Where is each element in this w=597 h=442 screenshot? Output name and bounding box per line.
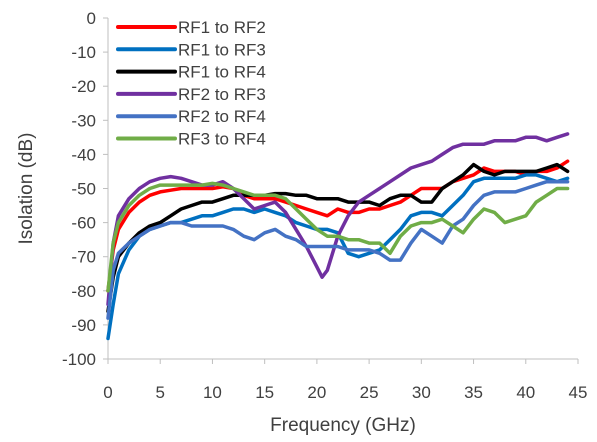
legend-label: RF1 to RF3: [178, 40, 266, 59]
y-tick-label: -90: [71, 316, 96, 335]
legend-label: RF2 to RF3: [178, 85, 266, 104]
y-tick-label: -30: [71, 111, 96, 130]
x-tick-label: 0: [103, 383, 112, 402]
x-tick-label: 30: [412, 383, 431, 402]
x-axis-title: Frequency (GHz): [270, 415, 416, 436]
x-tick-label: 25: [360, 383, 379, 402]
x-tick-label: 45: [569, 383, 588, 402]
x-tick-label: 10: [203, 383, 222, 402]
x-tick-label: 40: [516, 383, 535, 402]
series-line-rf2-to-rf3: [106, 132, 570, 307]
y-tick-label: -20: [71, 77, 96, 96]
x-tick-label: 35: [464, 383, 483, 402]
legend-label: RF2 to RF4: [178, 107, 266, 126]
y-tick-label: -100: [62, 350, 96, 369]
y-tick-label: -80: [71, 282, 96, 301]
y-tick-label: -50: [71, 180, 96, 199]
y-tick-label: 0: [87, 9, 96, 28]
y-tick-label: -60: [71, 214, 96, 233]
legend-label: RF1 to RF2: [178, 18, 266, 37]
y-tick-label: -40: [71, 145, 96, 164]
y-tick-label: -10: [71, 43, 96, 62]
legend-label: RF1 to RF4: [178, 63, 266, 82]
x-tick-label: 15: [255, 383, 274, 402]
y-tick-label: -70: [71, 248, 96, 267]
x-tick-label: 5: [155, 383, 164, 402]
y-axis-title: Isolation (dB): [16, 133, 37, 245]
series-line-rf2-to-rf4: [106, 179, 570, 320]
legend-label: RF3 to RF4: [178, 130, 266, 149]
x-tick-label: 20: [307, 383, 326, 402]
series-line-rf1-to-rf4: [106, 162, 570, 314]
series-line-rf3-to-rf4: [106, 181, 570, 293]
series-line-rf1-to-rf2: [106, 159, 570, 293]
